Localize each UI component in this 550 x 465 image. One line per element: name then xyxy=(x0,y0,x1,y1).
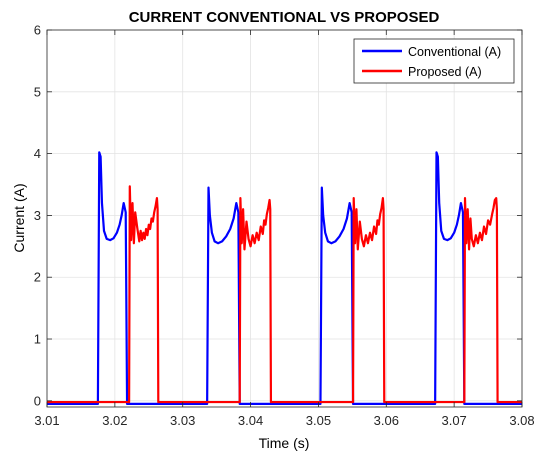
series-line-proposed xyxy=(47,185,522,404)
y-tick-label: 3 xyxy=(34,208,41,223)
plot-area-border xyxy=(46,29,523,408)
grid-lines xyxy=(47,29,522,407)
y-axis-label: Current (A) xyxy=(11,183,27,252)
series-lines xyxy=(47,151,522,406)
x-tick-label: 3.08 xyxy=(509,413,534,428)
y-tick-label: 0 xyxy=(34,393,41,408)
x-tick-label: 3.02 xyxy=(102,413,127,428)
x-tick-label: 3.05 xyxy=(306,413,331,428)
legend: Conventional (A) Proposed (A) xyxy=(353,38,515,84)
x-axis-ticks: 3.01 3.02 3.03 3.04 3.05 3.06 3.07 3.08 xyxy=(34,30,535,428)
legend-label-conventional: Conventional (A) xyxy=(408,45,501,59)
legend-label-proposed: Proposed (A) xyxy=(408,65,482,79)
x-axis-label: Time (s) xyxy=(259,435,310,451)
x-tick-label: 3.06 xyxy=(374,413,399,428)
y-tick-label: 6 xyxy=(34,23,41,38)
x-tick-label: 3.04 xyxy=(238,413,263,428)
y-tick-label: 5 xyxy=(34,84,41,99)
x-tick-label: 3.07 xyxy=(441,413,466,428)
y-tick-label: 4 xyxy=(34,146,41,161)
legend-box xyxy=(353,38,515,84)
chart-title: CURRENT CONVENTIONAL VS PROPOSED xyxy=(129,9,440,26)
y-axis-ticks: 0 1 2 3 4 5 6 xyxy=(34,23,522,408)
y-tick-label: 2 xyxy=(34,270,41,285)
series-line-conventional xyxy=(47,151,522,406)
x-tick-label: 3.03 xyxy=(170,413,195,428)
y-tick-label: 1 xyxy=(34,332,41,347)
x-tick-label: 3.01 xyxy=(34,413,59,428)
